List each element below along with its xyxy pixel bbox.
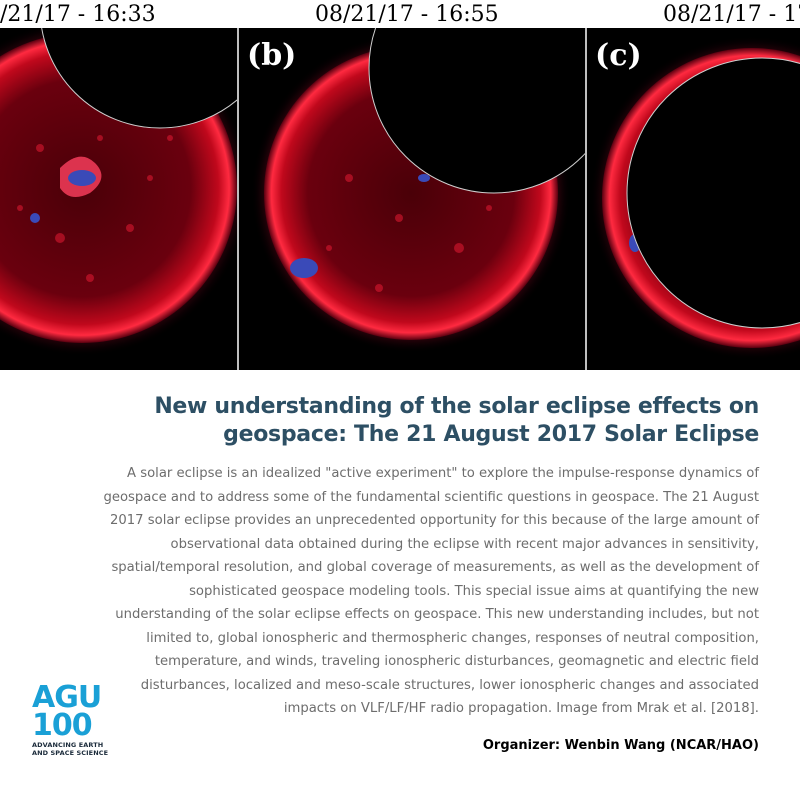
logo-100-text: 100 [32, 708, 93, 743]
panel-timestamp: /21/17 - 16:33 [0, 0, 237, 28]
eclipse-panel-b: 08/21/17 - 16:55 [239, 0, 585, 370]
logo-agu-text: AGU [32, 680, 102, 715]
eclipse-panel-a: /21/17 - 16:33 [0, 0, 237, 370]
panel-timestamp: 08/21/17 - 17 [587, 0, 800, 28]
title-line-2: geospace: The 21 August 2017 Solar Eclip… [223, 422, 759, 447]
eclipse-panel-c: 08/21/17 - 17 [587, 0, 800, 370]
logo-tagline-2: AND SPACE SCIENCE [32, 749, 109, 757]
organizer-credit: Organizer: Wenbin Wang (NCAR/HAO) [482, 738, 759, 753]
panel-letter-b: (b) [247, 38, 297, 73]
panel-divider [237, 28, 239, 370]
panel-timestamp: 08/21/17 - 16:55 [239, 0, 585, 28]
logo-tagline-1: ADVANCING EARTH [32, 741, 104, 749]
sun-image-b [239, 28, 585, 370]
page-title: New understanding of the solar eclipse e… [100, 393, 759, 449]
description-paragraph: A solar eclipse is an idealized "active … [103, 466, 760, 716]
agu-100-logo: AGU 100 ADVANCING EARTH AND SPACE SCIENC… [32, 680, 142, 758]
title-line-1: New understanding of the solar eclipse e… [154, 394, 759, 419]
panel-divider [585, 28, 587, 370]
sun-image-a [0, 28, 237, 370]
eclipse-image-strip: /21/17 - 16:33 [0, 0, 800, 370]
panel-letter-c: (c) [595, 38, 642, 73]
sun-image-c [587, 28, 800, 370]
